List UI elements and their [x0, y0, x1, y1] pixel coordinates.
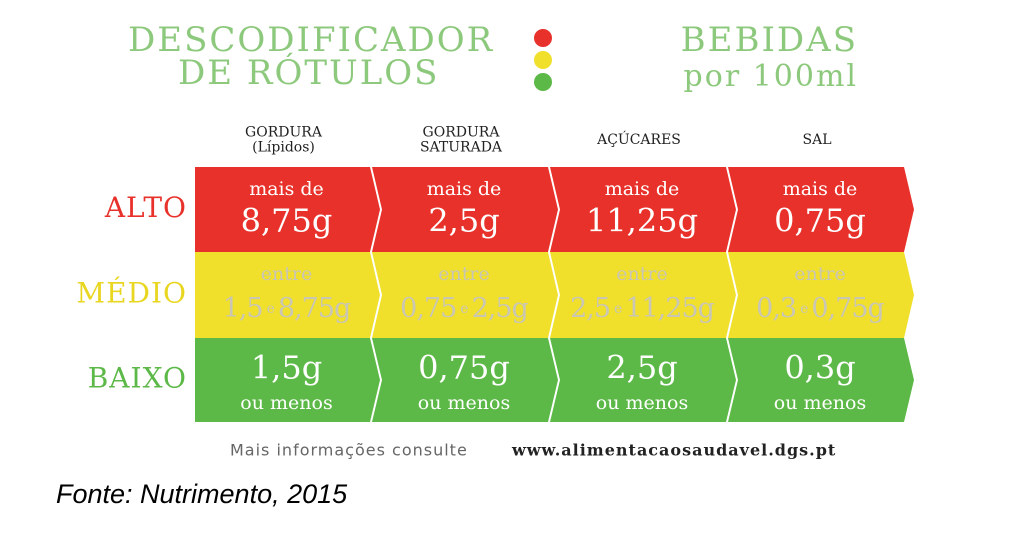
- range-high: 0,75g: [811, 293, 884, 324]
- cell-prefix: entre: [438, 263, 489, 285]
- cell-value: 1,5g: [251, 349, 322, 387]
- range-connector: e: [800, 301, 808, 317]
- cell-prefix: mais de: [427, 178, 502, 200]
- cell-value: 11,25g: [586, 202, 698, 240]
- cell: [728, 252, 914, 338]
- cell-range: 0,3 e 0,75g: [756, 293, 884, 324]
- column-header: AÇÚCARES: [596, 130, 681, 148]
- range-connector: e: [460, 301, 468, 317]
- cell-range: 2,5 e 11,25g: [570, 293, 715, 324]
- cell-suffix: ou menos: [418, 392, 510, 414]
- cell-value: 8,75g: [241, 202, 333, 240]
- cell: [372, 252, 558, 338]
- cell: [372, 167, 558, 252]
- cell-prefix: entre: [616, 263, 667, 285]
- cell-range: 1,5 e 8,75g: [223, 293, 351, 324]
- cell-value: 0,75g: [774, 202, 866, 240]
- cell: [728, 338, 914, 422]
- range-low: 2,5: [570, 293, 610, 324]
- column-header: GORDURA: [245, 125, 323, 141]
- footer-text: Mais informações consulte: [230, 441, 468, 460]
- yellow-dot: [534, 51, 552, 69]
- category: BEBIDAS: [681, 20, 858, 60]
- unit: por 100ml: [684, 59, 858, 94]
- cell-value: 0,75g: [418, 349, 510, 387]
- cell: [195, 167, 380, 252]
- cell-value: 0,3g: [784, 349, 855, 387]
- title-line: DESCODIFICADOR: [128, 20, 494, 60]
- title-line: DE RÓTULOS: [178, 52, 439, 93]
- cell-suffix: ou menos: [596, 392, 688, 414]
- cell: [195, 252, 380, 338]
- column-header: GORDURA: [423, 125, 501, 141]
- row-label: BAIXO: [88, 362, 187, 395]
- cell: [372, 338, 558, 422]
- range-low: 0,75: [400, 293, 456, 324]
- cell-prefix: mais de: [249, 178, 324, 200]
- cell: [550, 338, 736, 422]
- column-header: SATURADA: [420, 140, 503, 156]
- cell-range: 0,75 e 2,5g: [400, 293, 528, 324]
- range-low: 1,5: [223, 293, 263, 324]
- column-header: (Lípidos): [252, 140, 315, 156]
- row-label: MÉDIO: [76, 277, 187, 310]
- cell-prefix: mais de: [605, 178, 680, 200]
- range-high: 2,5g: [472, 293, 529, 324]
- row-label: ALTO: [104, 191, 187, 224]
- cell: [728, 167, 914, 252]
- range-connector: e: [267, 301, 275, 317]
- green-dot: [534, 73, 552, 91]
- column-header: SAL: [803, 132, 832, 148]
- cell: [550, 252, 736, 338]
- range-high: 8,75g: [278, 293, 351, 324]
- cell-suffix: ou menos: [240, 392, 332, 414]
- cell-value: 2,5g: [606, 349, 677, 387]
- range-low: 0,3: [756, 293, 796, 324]
- source: Fonte: Nutrimento, 2015: [56, 479, 348, 509]
- cell: [195, 338, 380, 422]
- cell: [550, 167, 736, 252]
- footer-link[interactable]: www.alimentacaosaudavel.dgs.pt: [511, 441, 836, 460]
- cell-suffix: ou menos: [774, 392, 866, 414]
- cell-prefix: entre: [261, 263, 312, 285]
- range-connector: e: [614, 301, 622, 317]
- cell-prefix: entre: [794, 263, 845, 285]
- red-dot: [534, 29, 552, 47]
- range-high: 11,25g: [625, 293, 714, 324]
- cell-value: 2,5g: [428, 202, 499, 240]
- cell-prefix: mais de: [783, 178, 858, 200]
